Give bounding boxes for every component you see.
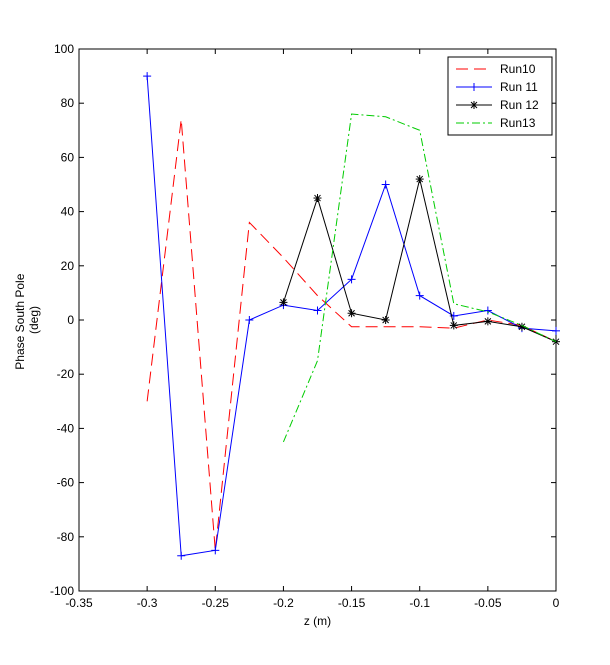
y-tick-label: 40	[61, 205, 75, 219]
y-tick-label: -60	[57, 476, 75, 490]
data-point	[347, 275, 356, 284]
series-line	[282, 113, 557, 443]
star-marker-d2	[382, 316, 389, 324]
star-marker-d2	[518, 323, 526, 331]
y-tick-label: -80	[57, 530, 75, 544]
data-point	[449, 321, 458, 330]
y-tick-label: 60	[61, 150, 75, 164]
data-point	[415, 175, 424, 184]
legend-item: Run 11	[456, 80, 538, 94]
x-axis-label: z (m)	[304, 614, 331, 628]
series-2	[143, 72, 560, 560]
y-axis-label-line-1: Phase South Pole	[13, 273, 27, 369]
data-point	[245, 316, 254, 324]
legend-label: Run13	[500, 116, 536, 130]
star-marker-d2	[470, 101, 478, 109]
x-tick-label: -0.15	[338, 596, 366, 610]
legend-box	[447, 56, 553, 136]
y-tick-label: 100	[54, 42, 74, 56]
data-point	[483, 317, 492, 326]
data-point	[483, 306, 492, 315]
data-point	[347, 309, 356, 318]
legend-label: Run10	[500, 62, 536, 76]
series-1	[146, 119, 557, 551]
star-marker-d2	[450, 322, 458, 329]
data-point	[313, 306, 322, 315]
y-tick-label: -40	[57, 421, 75, 435]
legend-item: Run13	[456, 116, 536, 130]
y-tick-label: 0	[67, 313, 74, 327]
star-marker-d2	[416, 175, 424, 183]
y-axis-label-line-2: (deg)	[27, 306, 41, 334]
star-marker-d2	[348, 309, 355, 317]
series-line	[146, 119, 557, 551]
x-tick-label: -0.05	[474, 596, 502, 610]
data-point	[415, 291, 424, 300]
data-point	[552, 326, 560, 335]
legend-label: Run 12	[500, 98, 539, 112]
star-marker-d2	[484, 318, 492, 325]
star-marker-d2	[280, 299, 287, 306]
y-tick-label: 80	[61, 96, 75, 110]
y-tick-label: -100	[50, 584, 74, 598]
star-marker-d2	[314, 194, 321, 202]
data-point	[381, 316, 390, 324]
data-point	[177, 551, 186, 560]
legend-label: Run 11	[500, 80, 538, 94]
data-point	[211, 546, 220, 555]
x-tick-label: -0.35	[65, 596, 93, 610]
series-group	[143, 72, 560, 560]
y-tick-label: -20	[57, 367, 75, 381]
legend-item: Run10	[456, 62, 536, 76]
data-point	[143, 72, 152, 81]
data-point	[313, 194, 322, 203]
x-tick-label: -0.1	[409, 596, 430, 610]
x-tick-label: -0.25	[202, 596, 230, 610]
data-point	[381, 180, 390, 189]
plot-area	[78, 48, 557, 592]
x-tick-label: -0.2	[273, 596, 294, 610]
series-3	[279, 175, 560, 346]
legend: Run10 Run 11 Run 12 Run13	[447, 56, 553, 136]
series-4	[282, 113, 557, 443]
x-tick-label: -0.3	[137, 596, 158, 610]
data-point	[279, 298, 288, 307]
legend-item: Run 12	[456, 98, 539, 112]
y-tick-label: 20	[61, 259, 75, 273]
axis-ticks: -0.35 -0.3 -0.25 -0.2 -0.15 -0.1 -0.05 0 -100 -80…	[50, 42, 560, 610]
y-axis-label: Phase South Pole (deg)	[13, 270, 41, 369]
x-tick-label: 0	[553, 596, 560, 610]
